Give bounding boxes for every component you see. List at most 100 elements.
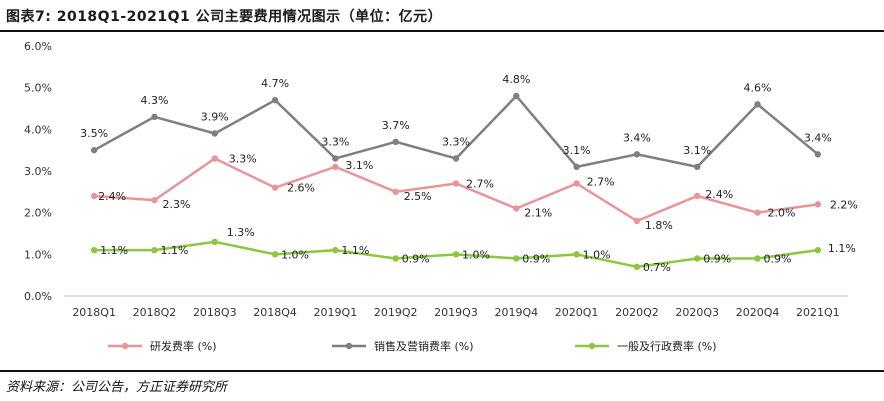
line-chart: 0.0% 1.0% 2.0% 3.0% 4.0% 5.0% 6.0% 2018Q1 2018Q2… — [24, 40, 858, 353]
data-label: 3.3% — [229, 153, 257, 166]
data-label: 0.9% — [764, 253, 792, 266]
data-label: 1.1% — [828, 242, 856, 255]
legend-label: 研发费率 (%) — [150, 339, 217, 353]
data-point — [151, 246, 158, 254]
data-point — [271, 184, 279, 191]
legend-marker — [345, 342, 353, 350]
data-point — [633, 263, 641, 271]
data-point — [392, 188, 399, 196]
data-label: 3.4% — [804, 131, 832, 144]
data-label: 2.7% — [466, 178, 494, 191]
data-label: 4.3% — [140, 94, 168, 107]
x-tick-label: 2018Q1 — [72, 306, 116, 319]
x-tick-label: 2018Q2 — [133, 306, 177, 319]
data-label: 4.7% — [261, 77, 289, 90]
data-point — [694, 255, 701, 262]
data-label: 0.9% — [703, 253, 731, 266]
data-label: 3.3% — [321, 136, 349, 149]
top-rule — [0, 30, 884, 32]
data-label: 1.3% — [227, 226, 255, 239]
x-tick-label: 2019Q4 — [494, 306, 538, 319]
data-label: 3.4% — [623, 131, 651, 144]
y-tick-label: 6.0% — [24, 40, 52, 53]
data-label: 3.1% — [683, 144, 711, 157]
data-label: 0.7% — [643, 261, 671, 274]
data-label: 3.5% — [80, 127, 108, 140]
data-label: 0.9% — [402, 253, 430, 266]
data-point — [90, 192, 98, 200]
data-label: 1.0% — [281, 248, 309, 261]
data-point — [452, 180, 460, 187]
data-label: 4.6% — [744, 81, 772, 94]
data-label: 3.1% — [345, 159, 373, 172]
data-point — [392, 138, 399, 146]
data-point — [754, 255, 761, 262]
data-point — [754, 101, 761, 108]
data-label: 1.8% — [645, 219, 673, 232]
data-point — [513, 92, 520, 100]
x-tick-label: 2020Q1 — [555, 306, 599, 319]
data-label: 2.7% — [587, 176, 615, 189]
data-point — [814, 151, 822, 158]
data-label: 1.0% — [462, 248, 490, 261]
data-label: 2.5% — [404, 190, 432, 203]
data-label: 2.0% — [768, 207, 796, 220]
data-point — [332, 246, 339, 254]
y-tick-label: 0.0% — [24, 290, 52, 303]
data-point — [151, 196, 158, 204]
data-label: 3.9% — [201, 111, 229, 124]
data-point — [211, 238, 218, 246]
data-point — [573, 180, 580, 187]
legend-marker — [588, 342, 596, 350]
source-note: 资料来源：公司公告，方正证券研究所 — [6, 380, 228, 395]
data-point — [694, 192, 701, 200]
data-point — [452, 155, 460, 162]
data-point — [90, 146, 98, 154]
x-tick-label: 2018Q4 — [253, 306, 297, 319]
x-tick-label: 2020Q2 — [615, 306, 659, 319]
x-tick-label: 2020Q3 — [675, 306, 719, 319]
data-point — [754, 209, 761, 216]
data-label: 2.6% — [287, 182, 315, 195]
data-point — [271, 96, 279, 104]
data-point — [633, 151, 641, 158]
data-label: 1.1% — [160, 244, 188, 257]
data-label: 1.1% — [341, 244, 369, 257]
data-point — [513, 255, 520, 262]
data-label: 1.0% — [583, 248, 611, 261]
data-label: 2.4% — [705, 188, 733, 201]
data-label: 3.7% — [382, 119, 410, 132]
y-tick-label: 2.0% — [24, 207, 52, 220]
data-point — [392, 255, 399, 262]
data-label: 3.1% — [563, 144, 591, 157]
chart-title: 图表7: 2018Q1-2021Q1 公司主要费用情况图示（单位：亿元） — [6, 9, 443, 25]
data-point — [271, 251, 279, 258]
legend-label: 一般及行政费率 (%) — [617, 339, 717, 353]
x-tick-label: 2020Q4 — [736, 306, 780, 319]
x-tick-label: 2019Q3 — [434, 306, 478, 319]
data-point — [332, 155, 339, 162]
data-point — [573, 251, 580, 258]
bottom-rule — [0, 370, 884, 372]
data-label: 0.9% — [522, 253, 550, 266]
y-tick-label: 1.0% — [24, 248, 52, 261]
data-point — [573, 163, 580, 171]
data-point — [694, 163, 701, 171]
x-tick-label: 2019Q1 — [314, 306, 358, 319]
data-point — [452, 251, 460, 258]
data-point — [211, 130, 218, 137]
legend-marker — [121, 342, 129, 350]
data-point — [814, 246, 822, 254]
data-point — [211, 155, 218, 162]
legend-label: 销售及营销费率 (%) — [374, 339, 474, 353]
data-point — [513, 205, 520, 212]
data-label: 3.3% — [442, 136, 470, 149]
x-tick-label: 2019Q2 — [374, 306, 418, 319]
data-point — [633, 217, 641, 225]
data-label: 2.3% — [162, 198, 190, 211]
data-label: 1.1% — [100, 244, 128, 257]
y-tick-label: 4.0% — [24, 123, 52, 136]
data-label: 2.4% — [98, 190, 126, 203]
data-label: 2.1% — [524, 207, 552, 220]
x-tick-label: 2018Q3 — [193, 306, 237, 319]
